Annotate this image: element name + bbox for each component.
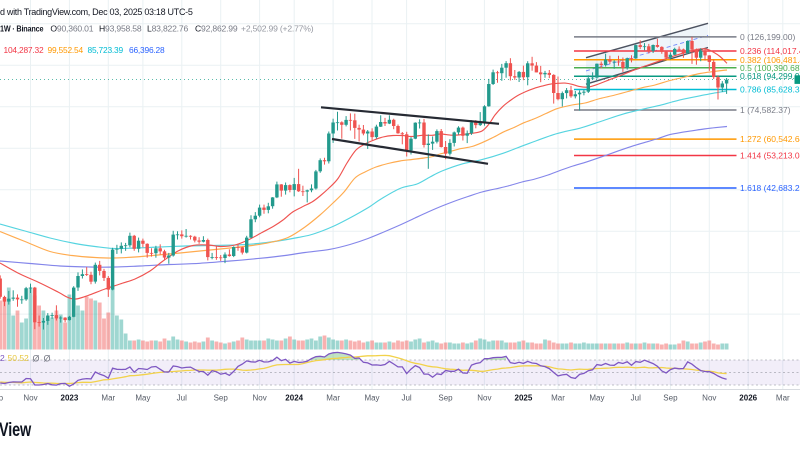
svg-text:1W · Binance: 1W · Binance xyxy=(0,24,44,34)
svg-text:85,723.39: 85,723.39 xyxy=(88,45,124,55)
svg-text:Nov: Nov xyxy=(477,394,491,403)
svg-text:Jul: Jul xyxy=(631,394,641,403)
svg-text:Sep: Sep xyxy=(214,394,229,403)
svg-text:0.236 (114,017.42): 0.236 (114,017.42) xyxy=(740,46,800,56)
svg-text:Jul: Jul xyxy=(401,394,411,403)
svg-text:C92,862.99: C92,862.99 xyxy=(195,24,238,34)
svg-text:O90,360.01: O90,360.01 xyxy=(50,24,93,34)
svg-text:2025: 2025 xyxy=(515,394,533,403)
svg-text:Nov: Nov xyxy=(23,394,37,403)
svg-text:1 (74,582.37): 1 (74,582.37) xyxy=(740,105,791,115)
svg-text:104,287.32: 104,287.32 xyxy=(4,45,44,55)
svg-text:0.5 (100,390.68): 0.5 (100,390.68) xyxy=(740,63,800,73)
svg-text:50.52: 50.52 xyxy=(8,353,30,363)
svg-text:Nov: Nov xyxy=(702,394,716,403)
svg-text:2024: 2024 xyxy=(285,394,303,403)
svg-text:Sep: Sep xyxy=(663,394,678,403)
svg-text:May: May xyxy=(135,394,150,403)
svg-text:+2,502.99 (+2.77%): +2,502.99 (+2.77%) xyxy=(241,24,314,34)
svg-text:H93,958.58: H93,958.58 xyxy=(99,24,142,34)
svg-text:L83,822.76: L83,822.76 xyxy=(147,24,188,34)
svg-text:May: May xyxy=(364,394,379,403)
svg-text:Mar: Mar xyxy=(326,394,340,403)
svg-text:66,396.28: 66,396.28 xyxy=(129,45,165,55)
svg-text:View: View xyxy=(0,418,32,441)
svg-text:0 (126,199.00): 0 (126,199.00) xyxy=(740,32,795,42)
svg-text:0.618 (94,299.95): 0.618 (94,299.95) xyxy=(740,71,800,81)
svg-text:2026: 2026 xyxy=(739,394,757,403)
svg-text:2023: 2023 xyxy=(61,394,79,403)
svg-text:d with TradingView.com, Dec 03: d with TradingView.com, Dec 03, 2025 03:… xyxy=(0,7,193,17)
svg-text:0.786 (85,628.33): 0.786 (85,628.33) xyxy=(740,85,800,95)
svg-text:Ø: Ø xyxy=(33,354,40,364)
svg-text:39.42: 39.42 xyxy=(0,353,5,363)
svg-text:1.414 (53,213.08): 1.414 (53,213.08) xyxy=(740,151,800,161)
svg-text:1.272 (60,542.64): 1.272 (60,542.64) xyxy=(740,134,800,144)
svg-text:Mar: Mar xyxy=(776,394,790,403)
svg-text:99,552.54: 99,552.54 xyxy=(48,45,84,55)
svg-text:Mar: Mar xyxy=(101,394,115,403)
svg-text:Sep: Sep xyxy=(0,394,4,403)
svg-text:Nov: Nov xyxy=(252,394,266,403)
svg-text:Mar: Mar xyxy=(551,394,565,403)
svg-text:1.618 (42,683.29): 1.618 (42,683.29) xyxy=(740,183,800,193)
svg-text:0.382 (106,481.41): 0.382 (106,481.41) xyxy=(740,55,800,65)
svg-text:Ø: Ø xyxy=(44,354,51,364)
svg-text:May: May xyxy=(589,394,604,403)
svg-text:Jul: Jul xyxy=(177,394,187,403)
svg-text:Sep: Sep xyxy=(438,394,453,403)
